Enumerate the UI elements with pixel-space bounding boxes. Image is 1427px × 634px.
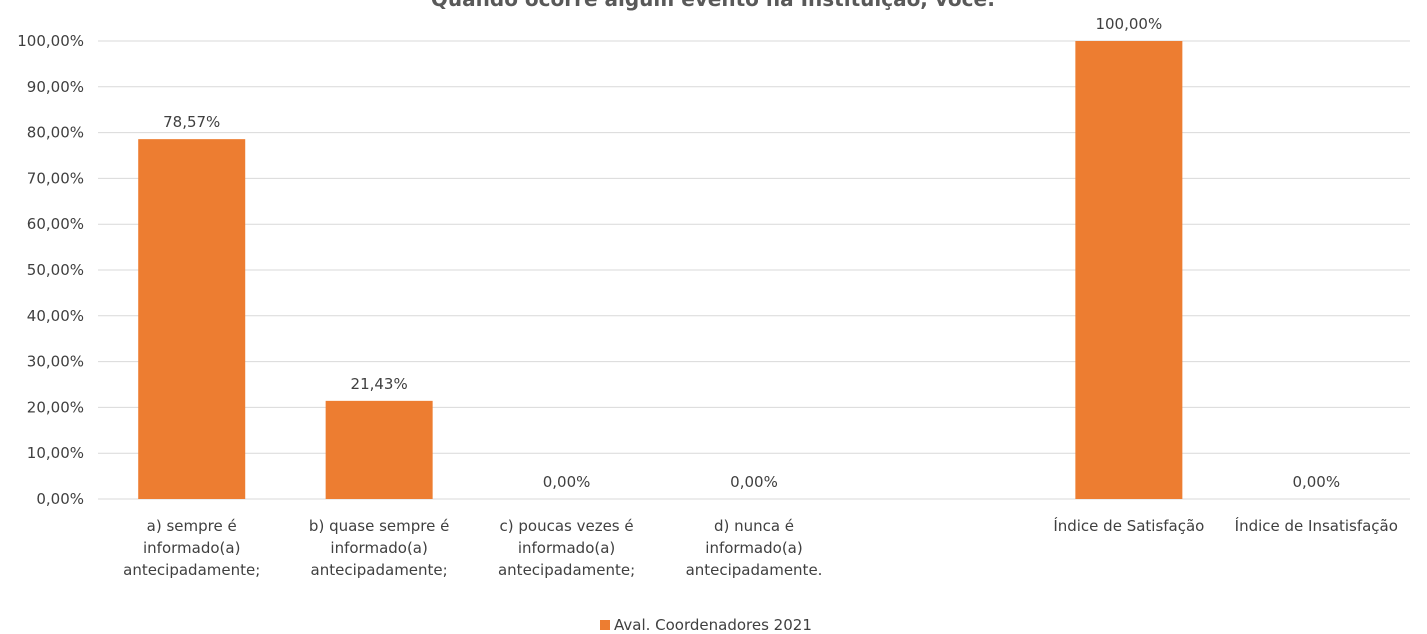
category-label: d) nunca é: [714, 517, 794, 535]
category-label: informado(a): [705, 539, 802, 557]
y-tick-label: 50,00%: [27, 261, 84, 279]
data-labels: 78,57% 21,43% 0,00% 0,00% 100,00% 0,00%: [163, 15, 1340, 491]
legend-label: Aval. Coordenadores 2021: [614, 616, 812, 634]
data-label: 0,00%: [730, 473, 778, 491]
bar: [325, 400, 433, 499]
data-label: 21,43%: [351, 375, 408, 393]
y-tick-label: 60,00%: [27, 215, 84, 233]
legend: Aval. Coordenadores 2021: [600, 616, 812, 634]
bars: [138, 41, 1183, 499]
category-label: c) poucas vezes é: [500, 517, 634, 535]
category-label: Índice de Satisfação: [1053, 516, 1204, 535]
y-tick-label: 40,00%: [27, 307, 84, 325]
x-axis-category-labels: a) sempre é informado(a) antecipadamente; b…: [123, 516, 1398, 579]
category-label: antecipadamente;: [498, 561, 635, 579]
data-label: 0,00%: [1292, 473, 1340, 491]
category-label: informado(a): [143, 539, 240, 557]
y-tick-label: 30,00%: [27, 353, 84, 371]
category-label: Índice de Insatisfação: [1235, 516, 1398, 535]
data-label: 100,00%: [1095, 15, 1162, 33]
y-tick-label: 20,00%: [27, 398, 84, 416]
y-tick-label: 90,00%: [27, 78, 84, 96]
category-label: antecipadamente;: [311, 561, 448, 579]
y-tick-label: 0,00%: [36, 490, 84, 508]
category-label: informado(a): [330, 539, 427, 557]
y-axis-tick-labels: 0,00% 10,00% 20,00% 30,00% 40,00% 50,00% 60,00…: [17, 32, 84, 508]
chart-title: Quando ocorre algum evento na Instituiçã…: [431, 0, 995, 11]
y-tick-label: 100,00%: [17, 32, 84, 50]
legend-swatch: [600, 620, 610, 630]
y-tick-label: 70,00%: [27, 169, 84, 187]
category-label: antecipadamente.: [686, 561, 823, 579]
category-label: antecipadamente;: [123, 561, 260, 579]
data-label: 0,00%: [543, 473, 591, 491]
y-tick-label: 10,00%: [27, 444, 84, 462]
y-tick-label: 80,00%: [27, 124, 84, 142]
bar: [138, 139, 246, 499]
gridlines: [98, 40, 1410, 500]
data-label: 78,57%: [163, 113, 220, 131]
category-label: informado(a): [518, 539, 615, 557]
bar: [1075, 41, 1183, 499]
category-label: b) quase sempre é: [309, 517, 449, 535]
category-label: a) sempre é: [147, 517, 237, 535]
